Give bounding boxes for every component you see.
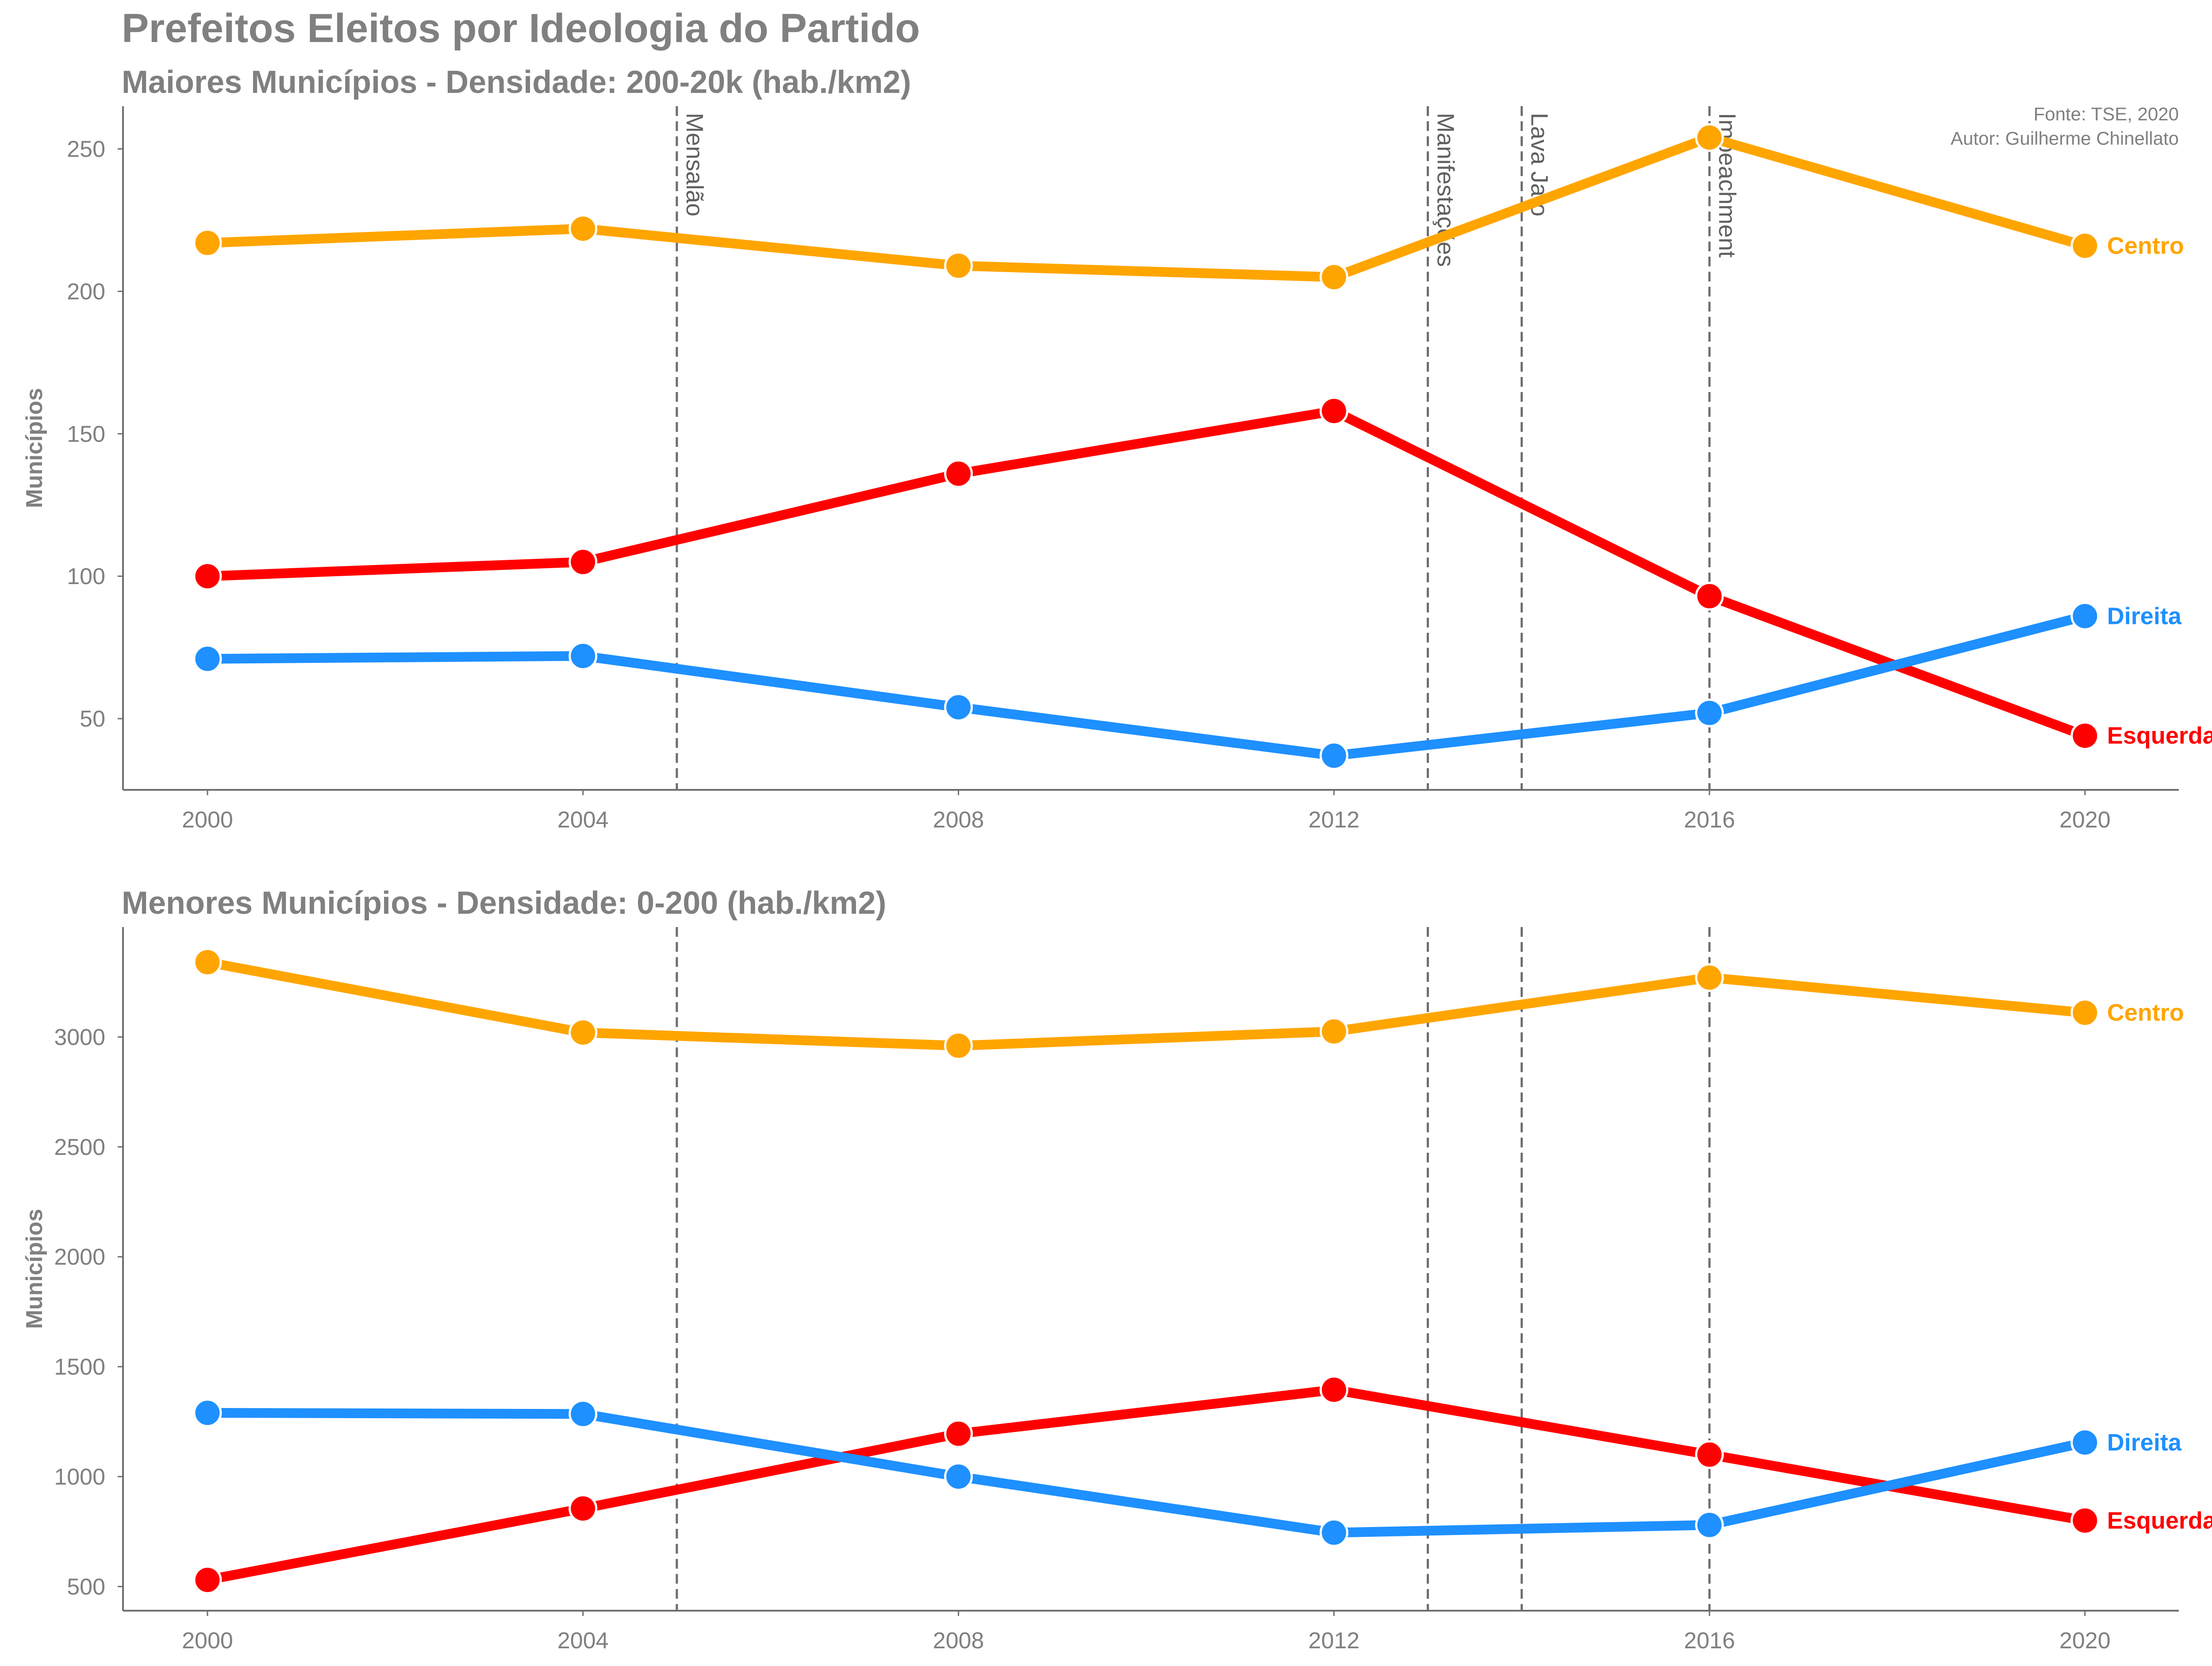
- panel-2: 500 1000 1500 2000 2500 3000 2000 2004 2008 2012 2…: [22, 927, 2212, 1654]
- data-point-esquerda: [1695, 1440, 1724, 1469]
- author-note: Autor: Guilherme Chinellato: [1951, 128, 2179, 149]
- panel-2-title: Menores Municípios - Densidade: 0-200 (h…: [122, 885, 886, 921]
- y-tick-label: 1000: [54, 1464, 105, 1490]
- data-point-direita: [1319, 741, 1348, 770]
- series-line-esquerda: [202, 1385, 2090, 1585]
- data-point-esquerda: [944, 1419, 973, 1448]
- data-point-esquerda: [1319, 396, 1348, 426]
- series-label-esquerda: Esquerda: [2107, 723, 2212, 749]
- y-tick-label: 1500: [54, 1354, 105, 1380]
- data-point-esquerda: [2070, 1506, 2100, 1535]
- data-point-centro: [944, 1031, 973, 1060]
- series-line-direita: [202, 611, 2090, 761]
- y-tick-label: 3000: [54, 1024, 105, 1050]
- data-point-direita: [568, 641, 598, 670]
- series-label-centro: Centro: [2107, 1000, 2184, 1026]
- x-tick-label: 2012: [1308, 807, 1359, 833]
- data-point-centro: [1695, 963, 1724, 992]
- data-point-centro: [193, 947, 222, 977]
- y-tick-label: 250: [67, 137, 105, 162]
- data-point-esquerda: [568, 1494, 598, 1523]
- x-tick-label: 2016: [1684, 1628, 1735, 1654]
- data-point-direita: [1319, 1518, 1348, 1547]
- x-tick-label: 2008: [933, 1628, 984, 1654]
- series-label-esquerda: Esquerda: [2107, 1507, 2212, 1534]
- y-axis-label: Municípios: [22, 1209, 47, 1329]
- x-tick-label: 2020: [2059, 807, 2111, 833]
- y-tick-label: 100: [67, 564, 105, 589]
- data-point-esquerda: [1319, 1375, 1348, 1404]
- series-line-centro: [202, 132, 2090, 282]
- data-point-centro: [2070, 998, 2100, 1027]
- data-point-centro: [944, 251, 973, 280]
- x-tick-label: 2004: [557, 1628, 609, 1654]
- data-point-direita: [1695, 1510, 1724, 1539]
- series-label-direita: Direita: [2107, 603, 2182, 629]
- data-point-esquerda: [193, 1565, 222, 1594]
- figure-title: Prefeitos Eleitos por Ideologia do Parti…: [122, 6, 920, 51]
- x-tick-label: 2004: [557, 807, 609, 833]
- panel-1-title: Maiores Municípios - Densidade: 200-20k …: [122, 65, 911, 100]
- data-point-direita: [193, 1398, 222, 1427]
- panel-1: 50 100 150 200 250 2000 2004 2008 2012 2016 2020 Mu…: [22, 106, 2212, 833]
- data-point-centro: [568, 1018, 598, 1047]
- event-label: Mensalão: [681, 113, 708, 216]
- y-tick-label: 500: [67, 1574, 105, 1600]
- data-point-direita: [2070, 1428, 2100, 1457]
- x-tick-label: 2008: [933, 807, 984, 833]
- series-line-direita: [202, 1408, 2090, 1538]
- data-point-esquerda: [193, 562, 222, 591]
- x-tick-label: 2020: [2059, 1628, 2111, 1654]
- data-point-esquerda: [2070, 721, 2100, 750]
- data-point-direita: [2070, 601, 2100, 631]
- y-tick-label: 2500: [54, 1135, 105, 1160]
- y-tick-label: 150: [67, 421, 105, 447]
- data-point-direita: [1695, 698, 1724, 727]
- x-tick-label: 2012: [1308, 1628, 1359, 1654]
- series-label-centro: Centro: [2107, 232, 2184, 259]
- y-axis-label: Municípios: [22, 388, 47, 508]
- data-point-direita: [193, 644, 222, 673]
- y-tick-label: 2000: [54, 1244, 105, 1270]
- data-point-direita: [568, 1399, 598, 1428]
- series-line-esquerda: [202, 406, 2090, 741]
- y-tick-label: 50: [80, 706, 105, 732]
- x-tick-label: 2000: [182, 807, 233, 833]
- data-point-esquerda: [944, 459, 973, 488]
- data-point-centro: [193, 228, 222, 258]
- data-point-centro: [1695, 123, 1724, 152]
- data-point-centro: [1319, 1017, 1348, 1046]
- x-tick-label: 2016: [1684, 807, 1735, 833]
- data-point-esquerda: [1695, 581, 1724, 611]
- data-point-esquerda: [568, 547, 598, 577]
- series-line-centro: [202, 957, 2090, 1051]
- data-point-centro: [1319, 262, 1348, 292]
- series-label-direita: Direita: [2107, 1429, 2182, 1456]
- data-point-direita: [944, 1462, 973, 1491]
- source-note: Fonte: TSE, 2020: [2034, 104, 2179, 124]
- data-point-direita: [944, 693, 973, 722]
- data-point-centro: [2070, 231, 2100, 260]
- x-tick-label: 2000: [182, 1628, 233, 1654]
- y-tick-label: 200: [67, 279, 105, 304]
- data-point-centro: [568, 214, 598, 243]
